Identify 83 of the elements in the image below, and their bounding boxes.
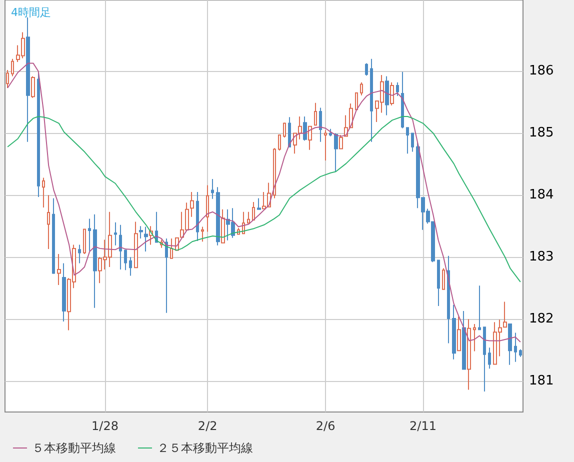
candlestick — [370, 58, 373, 142]
y-tick-label: 182 — [529, 312, 554, 327]
candlestick — [334, 132, 338, 172]
candlestick — [365, 62, 368, 76]
text: 4時間足 — [11, 6, 51, 19]
candlestick — [452, 304, 456, 360]
candlestick — [283, 122, 286, 138]
candlestick — [319, 107, 322, 142]
candlestick — [314, 102, 317, 126]
candlestick — [190, 192, 194, 218]
candlestick — [360, 82, 363, 96]
candlestick — [257, 198, 261, 210]
candlestick — [78, 244, 81, 264]
line-series — [7, 116, 521, 282]
candlestick — [144, 226, 148, 252]
candlestick — [37, 72, 40, 198]
candlestick — [211, 178, 214, 200]
candlestick — [31, 76, 35, 98]
x-tick-label: 1/28 — [92, 419, 118, 433]
candlestick — [201, 226, 204, 242]
candlestick — [483, 326, 486, 392]
candlestick — [478, 285, 481, 330]
candlestick — [457, 316, 461, 352]
x-tick-label: 2/2 — [198, 419, 218, 433]
candlestick — [303, 116, 307, 142]
x-tick-label: 2/6 — [316, 419, 336, 433]
candlestick — [390, 82, 394, 106]
y-tick-label: 185 — [529, 126, 554, 141]
candlestick — [508, 324, 512, 366]
candlestick — [88, 218, 91, 252]
candlestick — [52, 198, 55, 274]
candlestick — [488, 347, 491, 370]
candlestick — [134, 221, 138, 268]
candlestick — [278, 134, 281, 152]
candlestick — [288, 116, 291, 148]
candlestick — [514, 332, 517, 362]
candlestick — [165, 238, 168, 314]
candlestick — [196, 192, 199, 242]
candlestick — [437, 260, 440, 307]
candlestick — [114, 222, 117, 246]
x-tick-label: 2/11 — [410, 419, 436, 433]
candlestick — [170, 238, 173, 259]
candlestick — [119, 224, 122, 270]
candlestick — [11, 58, 14, 77]
candlestick — [411, 132, 414, 152]
candlestick — [26, 16, 30, 142]
candlestick — [247, 211, 250, 224]
candlestick — [447, 255, 450, 344]
y-tick-label: 186 — [529, 64, 554, 79]
candlestick — [57, 254, 61, 286]
candlestick — [467, 318, 471, 390]
candlestick — [385, 76, 389, 116]
candlestick — [252, 201, 255, 220]
candlestick — [93, 214, 97, 308]
candlestick — [273, 148, 276, 199]
candlestick — [396, 82, 399, 97]
candlestick — [339, 134, 343, 150]
candlestick — [62, 262, 66, 322]
candlestick — [83, 228, 86, 255]
candlestick — [42, 177, 45, 208]
candlestick — [329, 128, 332, 137]
candlestick — [216, 186, 220, 246]
candlestick — [124, 250, 127, 271]
legend-label: ５本移動平均線 — [32, 441, 116, 455]
candlestick — [355, 92, 358, 110]
y-tick-label: 183 — [529, 250, 554, 265]
candlestick — [519, 348, 522, 358]
candlestick — [206, 184, 209, 232]
y-tick-label: 184 — [529, 188, 554, 203]
legend-label: ２５本移動平均線 — [157, 441, 253, 455]
candlestick — [462, 310, 466, 370]
candlestick — [406, 127, 409, 154]
candlestick — [221, 208, 225, 244]
candlestick — [129, 256, 132, 276]
candlestick — [473, 324, 476, 352]
candlestick — [139, 226, 143, 240]
line-series — [7, 62, 521, 342]
candlestick — [308, 126, 312, 150]
candlestick — [47, 194, 50, 250]
y-tick-label: 181 — [529, 374, 554, 389]
candlestick — [324, 130, 327, 161]
candlestick — [401, 71, 404, 129]
candlestick — [442, 268, 445, 290]
